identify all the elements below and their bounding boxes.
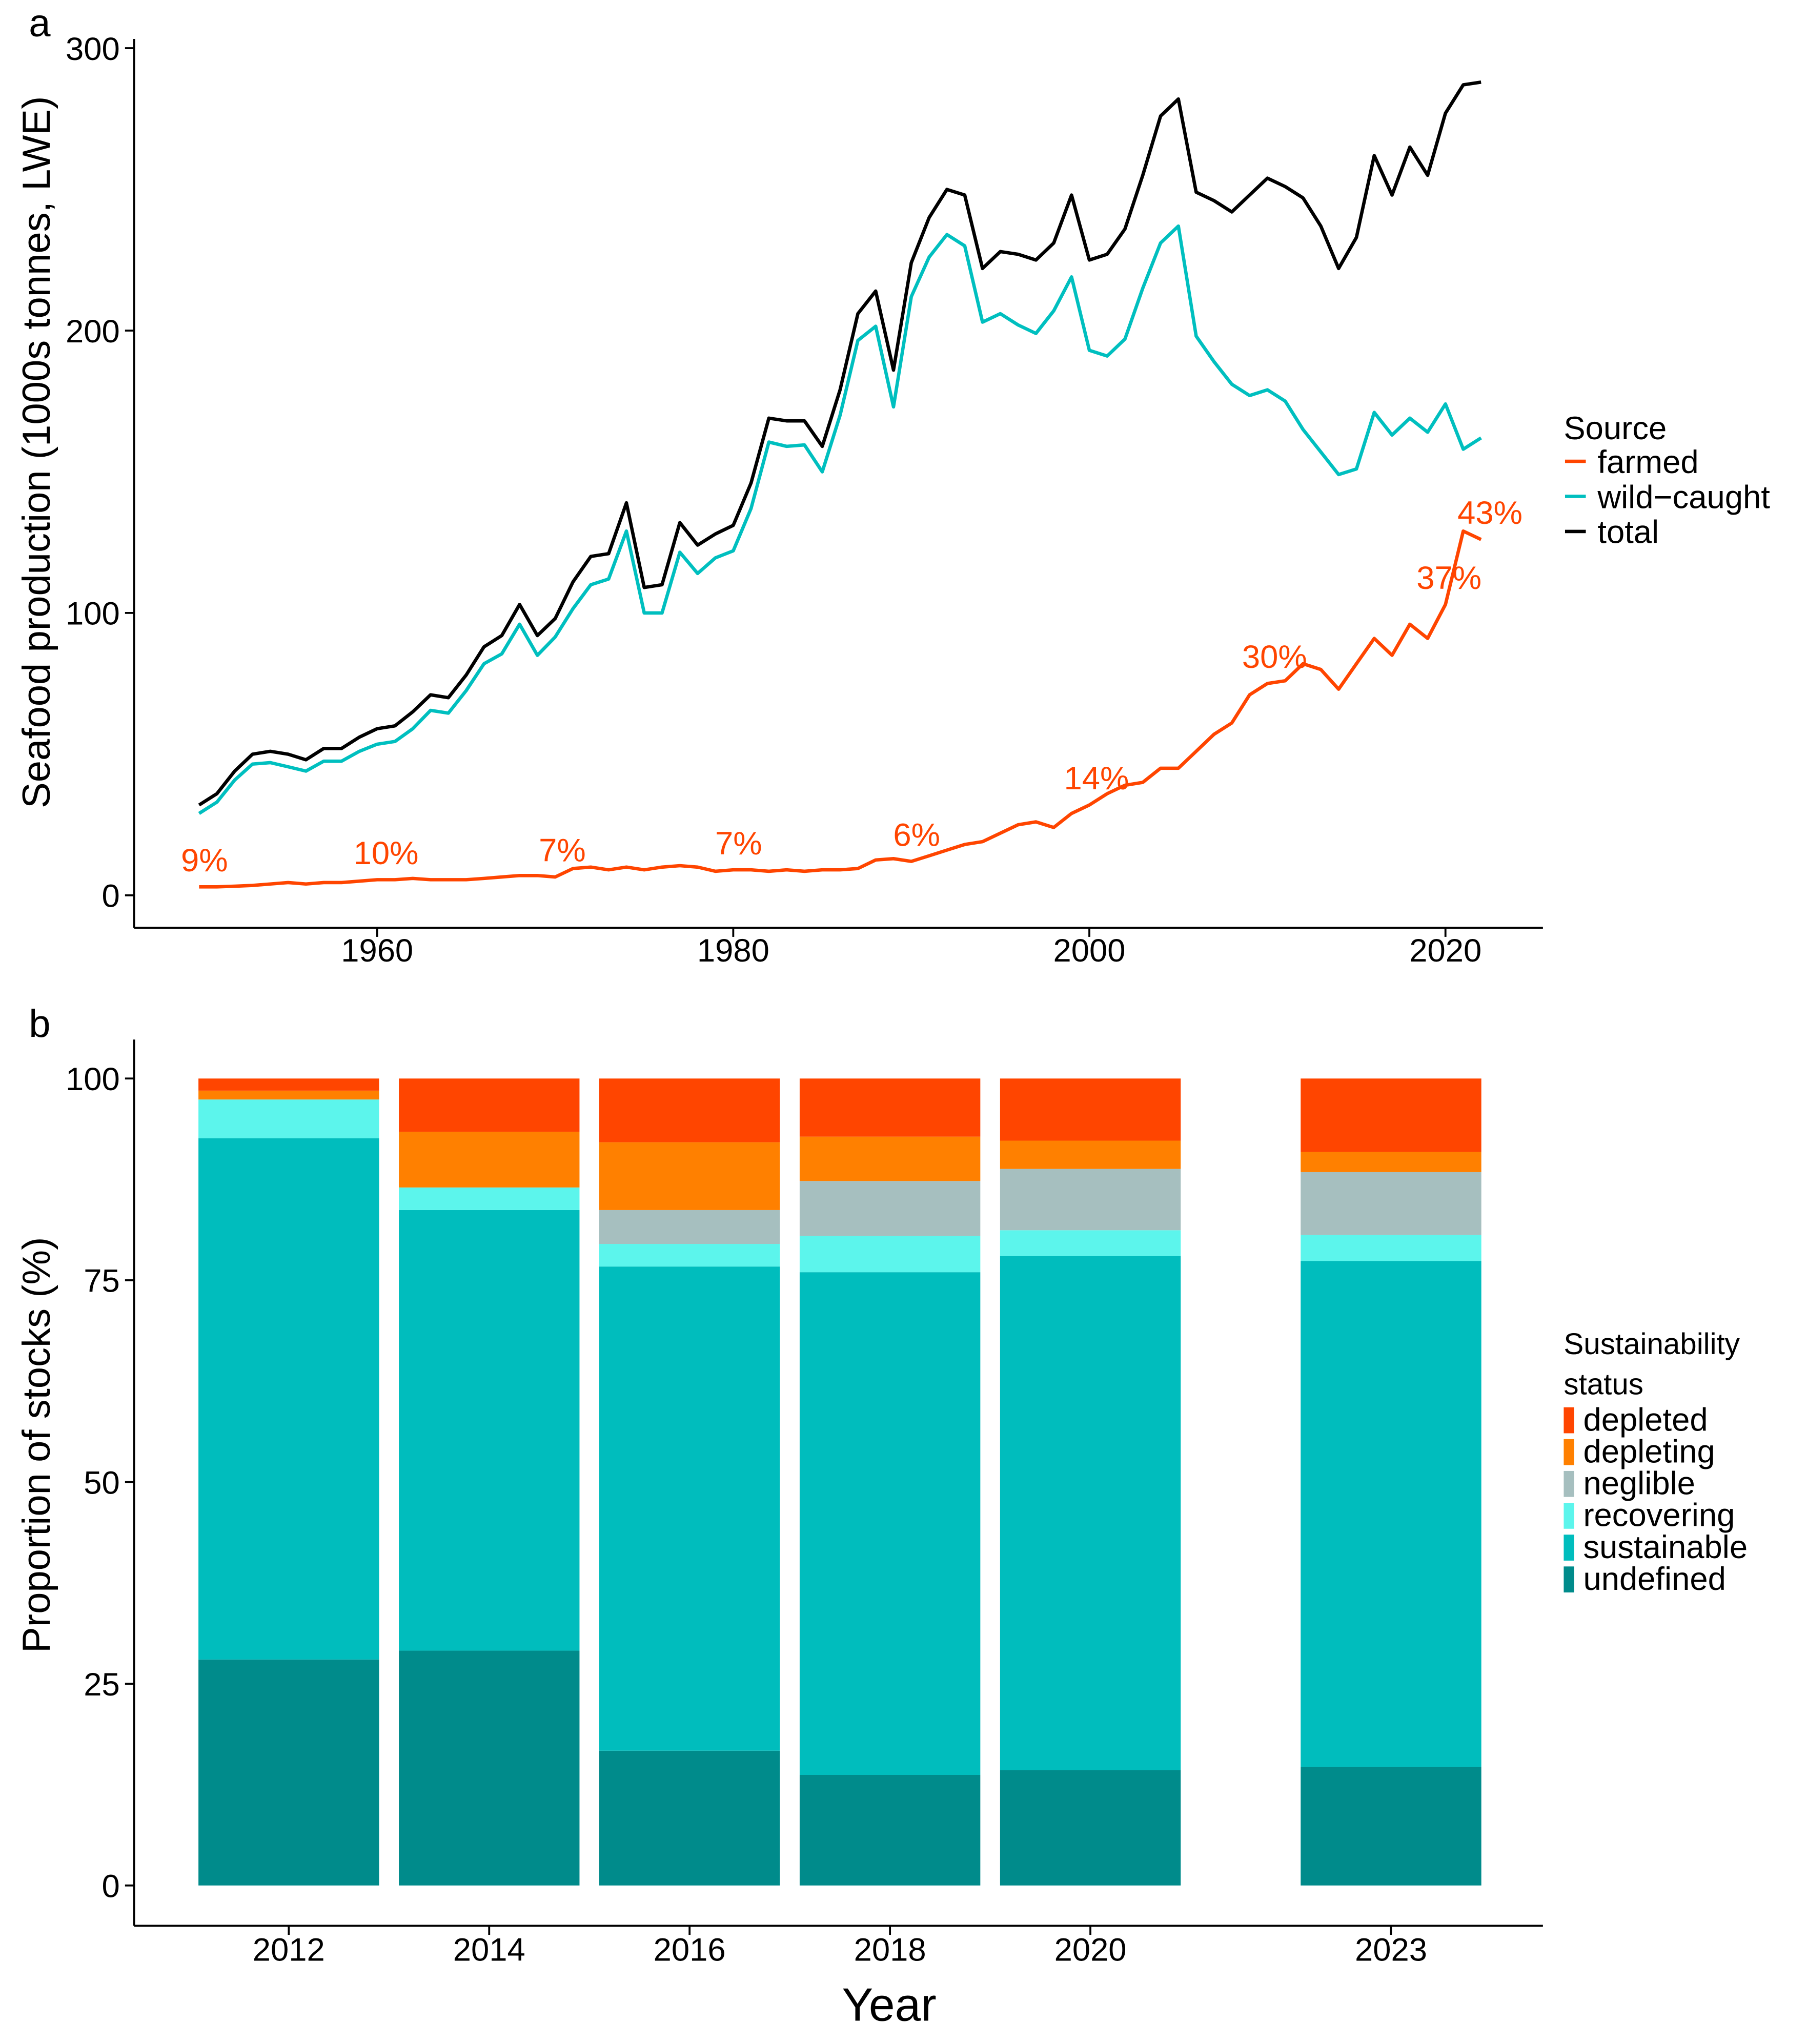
y-tick-label: 100	[66, 1061, 120, 1097]
bar-segment-sustainable	[399, 1210, 580, 1651]
bar-segment-undefined	[599, 1750, 780, 1886]
panel-a: a Seafood production (1000s tonnes, LWE)…	[15, 2, 1770, 969]
bar-segment-depleting	[399, 1132, 580, 1188]
x-tick-label: 2020	[1054, 1932, 1127, 1968]
bar-segment-depleted	[1000, 1078, 1181, 1141]
bar-segment-recovering	[599, 1244, 780, 1267]
bar-segment-depleted	[799, 1078, 981, 1137]
bar-segment-recovering	[198, 1099, 379, 1138]
x-tick-label: 1980	[697, 933, 769, 969]
legend-b-title-line2: status	[1564, 1367, 1643, 1401]
legend-label: recovering	[1583, 1498, 1735, 1534]
legend-label: depleted	[1583, 1402, 1708, 1438]
panel-b-y-axis-label: Proportion of stocks (%)	[15, 1237, 58, 1653]
bar-segment-recovering	[799, 1236, 981, 1273]
legend-label: depleting	[1583, 1434, 1715, 1469]
legend-label: farmed	[1597, 444, 1698, 480]
series-line-farmed	[199, 529, 1482, 889]
series-line-wild-caught	[198, 224, 1482, 815]
bar-segment-undefined	[198, 1659, 379, 1886]
legend-a-title: Source	[1564, 411, 1667, 446]
y-tick-label: 75	[84, 1263, 120, 1299]
bar-segment-undefined	[1000, 1770, 1181, 1886]
bar-segment-sustainable	[799, 1272, 981, 1775]
x-tick-label: 2016	[654, 1932, 726, 1968]
y-tick-label: 300	[66, 31, 120, 67]
bar-segment-depleting	[198, 1090, 379, 1100]
bar-segment-depleting	[799, 1136, 981, 1181]
bar-segment-depleting	[1301, 1152, 1481, 1172]
bar-segment-recovering	[1000, 1230, 1181, 1256]
legend-swatch-undefined	[1564, 1566, 1574, 1592]
bar-segment-neglible	[1301, 1172, 1481, 1235]
x-tick-label: 2012	[253, 1932, 325, 1968]
x-tick-label: 2018	[854, 1932, 926, 1968]
y-tick-label: 25	[84, 1667, 120, 1703]
bar-segment-depleting	[599, 1142, 780, 1210]
panel-a-y-axis-label: Seafood production (1000s tonnes, LWE)	[15, 96, 58, 808]
legend-label: undefined	[1583, 1561, 1725, 1597]
legend-swatch-depleting	[1564, 1439, 1574, 1465]
y-tick-label: 100	[66, 596, 120, 632]
legend-swatch-neglible	[1564, 1470, 1574, 1497]
x-tick-label: 2014	[453, 1932, 525, 1968]
bar-segment-recovering	[399, 1187, 580, 1210]
bar-segment-depleting	[1000, 1140, 1181, 1169]
x-tick-label: 2023	[1355, 1932, 1427, 1968]
bar-segment-depleted	[399, 1078, 580, 1132]
legend-label: sustainable	[1583, 1529, 1748, 1565]
farmed-share-annotation: 7%	[539, 833, 586, 869]
farmed-share-annotation: 7%	[715, 826, 762, 862]
x-tick-label: 1960	[341, 933, 413, 969]
x-tick-label: 2000	[1053, 933, 1126, 969]
farmed-share-annotation: 14%	[1064, 761, 1129, 796]
legend-label: neglible	[1583, 1466, 1695, 1502]
legend-label: wild−caught	[1597, 479, 1770, 515]
legend-swatch-recovering	[1564, 1503, 1574, 1529]
farmed-share-annotation: 9%	[181, 843, 228, 878]
farmed-share-annotation: 30%	[1242, 639, 1307, 675]
legend-label: total	[1597, 515, 1659, 550]
panel-a-label: a	[29, 2, 51, 45]
bar-segment-sustainable	[1301, 1261, 1481, 1767]
y-tick-label: 0	[101, 1869, 119, 1905]
y-tick-label: 50	[84, 1465, 120, 1501]
farmed-share-annotation: 43%	[1457, 495, 1522, 531]
legend-swatch-sustainable	[1564, 1535, 1574, 1561]
bar-segment-sustainable	[1000, 1256, 1181, 1770]
bar-segment-depleted	[599, 1078, 780, 1142]
y-tick-label: 200	[66, 314, 120, 350]
bar-segment-depleted	[1301, 1078, 1481, 1152]
bar-segment-sustainable	[198, 1138, 379, 1660]
bar-segment-sustainable	[599, 1266, 780, 1751]
x-tick-label: 2020	[1409, 933, 1481, 969]
farmed-share-annotation: 10%	[354, 835, 419, 871]
bar-segment-undefined	[799, 1775, 981, 1886]
y-tick-label: 0	[101, 878, 119, 914]
bar-segment-undefined	[1301, 1767, 1481, 1886]
series-line-total	[198, 80, 1481, 807]
bar-segment-recovering	[1301, 1235, 1481, 1261]
farmed-share-annotation: 37%	[1416, 560, 1481, 596]
bar-segment-undefined	[399, 1650, 580, 1886]
panel-b: b Proportion of stocks (%) Year Sustaina…	[15, 1002, 1748, 2031]
bar-segment-neglible	[1000, 1169, 1181, 1231]
legend-b-title-line1: Sustainability	[1564, 1327, 1740, 1361]
bar-segment-neglible	[799, 1181, 981, 1236]
bar-segment-neglible	[599, 1210, 780, 1244]
panel-b-x-axis-label: Year	[842, 1978, 936, 2031]
farmed-share-annotation: 6%	[893, 817, 940, 853]
bar-segment-depleted	[198, 1078, 379, 1091]
panel-b-label: b	[29, 1002, 50, 1046]
legend-swatch-depleted	[1564, 1407, 1574, 1434]
